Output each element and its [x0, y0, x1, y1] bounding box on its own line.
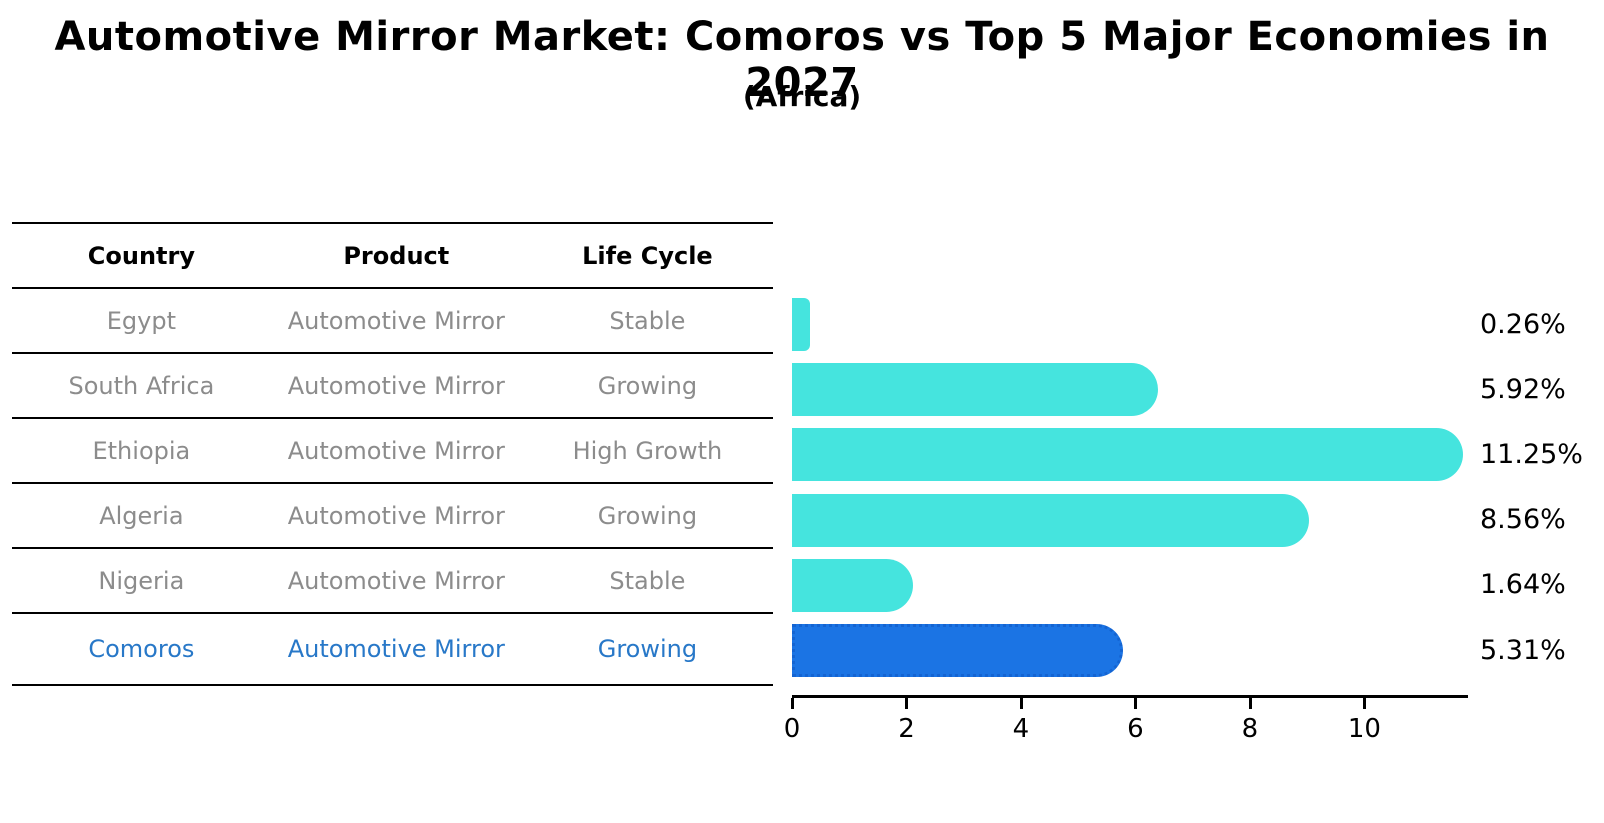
bar-algeria: [792, 493, 1309, 547]
cell-life-cycle: Growing: [597, 635, 698, 663]
cell-product: Automotive Mirror: [287, 371, 505, 400]
bar-value-label-south-africa: 5.92%: [1480, 373, 1566, 405]
cell-country: Ethiopia: [92, 436, 191, 465]
x-axis-tickmark-6: [1134, 698, 1138, 709]
bar-value-label-ethiopia: 11.25%: [1480, 438, 1583, 470]
chart-subtitle: (Africa): [742, 80, 862, 113]
cell-country: South Africa: [68, 371, 215, 400]
cell-product: Automotive Mirror: [287, 501, 505, 530]
cell-product: Automotive Mirror: [287, 306, 505, 335]
bar-value-label-egypt: 0.26%: [1480, 308, 1566, 340]
cell-product: Automotive Mirror: [287, 635, 505, 663]
x-axis-ticklabel-4: 4: [1012, 714, 1030, 744]
table-row-nigeria: Nigeria Automotive Mirror Stable: [12, 549, 773, 614]
table-row-south-africa: South Africa Automotive Mirror Growing: [12, 354, 773, 419]
x-axis-tickmark-2: [905, 698, 909, 709]
cell-life-cycle: Stable: [609, 306, 686, 335]
table-row-egypt: Egypt Automotive Mirror Stable: [12, 289, 773, 354]
chart-title: Automotive Mirror Market: Comoros vs Top…: [54, 14, 1550, 106]
bar-nigeria: [792, 558, 913, 612]
cell-country: Nigeria: [98, 566, 185, 595]
table-row-ethiopia: Ethiopia Automotive Mirror High Growth: [12, 419, 773, 484]
x-axis-ticklabel-2: 2: [898, 714, 915, 744]
table-row-algeria: Algeria Automotive Mirror Growing: [12, 484, 773, 549]
cell-life-cycle: High Growth: [572, 436, 723, 465]
cell-product: Automotive Mirror: [287, 436, 505, 465]
bar-value-label-nigeria: 1.64%: [1480, 569, 1566, 601]
cell-product: Automotive Mirror: [287, 566, 505, 595]
bar-ethiopia: [792, 428, 1463, 482]
cell-country: Algeria: [99, 501, 184, 530]
table-body: Egypt Automotive Mirror Stable South Africa…: [12, 289, 773, 686]
table-row-comoros: Comoros Automotive Mirror Growing: [12, 614, 773, 686]
x-axis-tickmark-4: [1019, 698, 1023, 709]
bar-south-africa: [792, 363, 1158, 417]
table-header-row: Country Product Life Cycle: [12, 222, 773, 289]
cell-country: Egypt: [106, 306, 176, 335]
x-axis-ticklabel-0: 0: [783, 714, 801, 744]
bar-egypt: [792, 298, 810, 351]
bar-value-label-algeria: 8.56%: [1480, 504, 1566, 536]
bar-plot-area: 0 2 4 6 8 10: [784, 290, 1468, 744]
cell-country: Comoros: [88, 635, 195, 663]
cell-life-cycle: Stable: [609, 566, 686, 595]
x-axis-ticklabel-6: 6: [1127, 714, 1144, 744]
x-axis-tickmark-8: [1248, 698, 1252, 709]
cell-life-cycle: Growing: [597, 371, 698, 400]
table-header-product: Product: [343, 241, 450, 270]
x-axis-tickmark-10: [1363, 698, 1367, 709]
x-axis-ticklabel-10: 10: [1347, 714, 1381, 744]
country-table: Country Product Life Cycle Egypt Automoti…: [12, 222, 773, 686]
bar-value-label-comoros: 5.31%: [1480, 634, 1566, 666]
x-axis-tickmark-0: [791, 698, 794, 709]
x-axis-ticklabel-8: 8: [1241, 714, 1259, 744]
cell-life-cycle: Growing: [597, 501, 698, 530]
table-header-life-cycle: Life Cycle: [582, 241, 713, 270]
bar-comoros: [792, 624, 1123, 677]
table-header-country: Country: [87, 241, 195, 270]
